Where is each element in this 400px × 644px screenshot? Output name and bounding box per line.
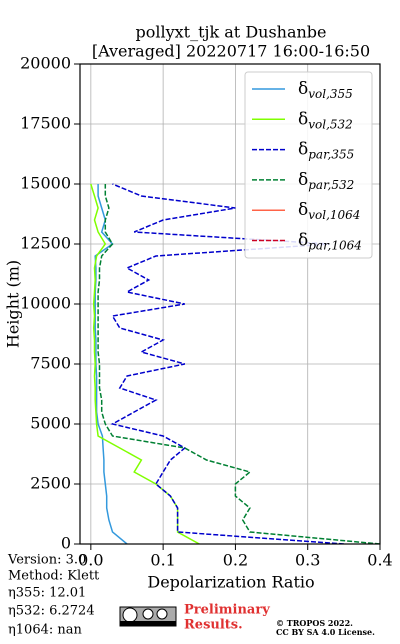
y-tick-label: 20000 [20, 54, 71, 73]
plot-frame [79, 63, 381, 545]
profile-line [90, 183, 200, 544]
y-tick-label: 5000 [30, 414, 71, 433]
legend-label: δvol,532 [298, 109, 353, 131]
preliminary-text: Preliminary [184, 603, 270, 618]
legend-label: δpar,355 [298, 139, 354, 161]
legend-label: δpar,1064 [298, 230, 362, 252]
info-block: Version: 3.0 Method: Klett η355: 12.01 η… [7, 553, 100, 638]
y-tick-label: 12500 [20, 234, 71, 253]
y-tick-label: 10000 [20, 294, 71, 313]
legend-label: δvol,1064 [298, 200, 360, 222]
info-text: η532: 6.2724 [8, 604, 95, 619]
license: CC BY SA 4.0 License. [276, 627, 375, 637]
x-tick-label: 0.3 [295, 551, 320, 570]
legend-label: δvol,355 [298, 79, 353, 101]
y-axis-label: Height (m) [4, 260, 23, 348]
chart-title: pollyxt_tjk at Dushanbe [135, 23, 326, 42]
x-axis-label: Depolarization Ratio [147, 573, 314, 592]
y-tick-label: 2500 [30, 474, 71, 493]
chart-subtitle: [Averaged] 20220717 16:00-16:50 [92, 42, 370, 61]
legend-label: δpar,532 [298, 169, 354, 191]
legend: δvol,355 δvol,532 δpar,355 δpar,532 δvol,106… [244, 71, 373, 259]
profile-line [97, 184, 380, 544]
copyright: © TROPOS 2022. [276, 618, 353, 628]
y-tick-label: 0 [61, 534, 71, 553]
y-tick-label: 15000 [20, 174, 71, 193]
y-tick-label: 7500 [30, 354, 71, 373]
x-tick-label: 0.1 [150, 551, 175, 570]
info-text: Version: 3.0 [7, 553, 86, 568]
x-tick-label: 0.2 [223, 551, 248, 570]
info-text: η1064: nan [8, 623, 83, 638]
y-tick-label: 17500 [20, 114, 71, 133]
info-text: η355: 12.01 [8, 586, 86, 601]
cc-badge [119, 606, 177, 627]
x-tick-label: 0.0 [78, 551, 103, 570]
preliminary-text: Results. [184, 618, 243, 633]
info-text: Method: Klett [8, 569, 100, 584]
legend-box [244, 71, 373, 259]
x-tick-label: 0.4 [367, 551, 392, 570]
